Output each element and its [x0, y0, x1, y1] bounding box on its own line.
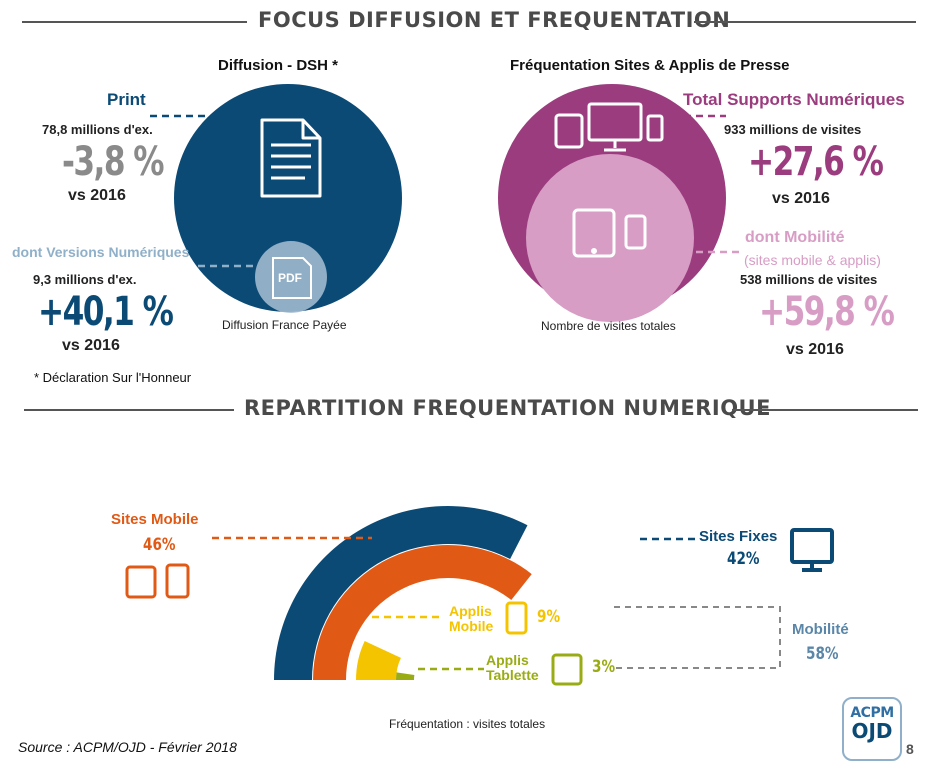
sites-mobile-value: 46%	[143, 535, 176, 555]
sites-fixes-label: Sites Fixes	[699, 528, 778, 545]
print-volume: 78,8 millions d'ex.	[42, 122, 153, 137]
desktop-monitor-icon	[587, 102, 643, 152]
arc-sites-fixes	[274, 506, 528, 680]
tablet-icon	[554, 113, 584, 149]
applis-tablette-label: Applis Tablette	[486, 652, 539, 683]
total-change: +27,6 %	[748, 139, 884, 185]
sites-mobile-label: Sites Mobile	[111, 511, 199, 528]
mobilite-vs: vs 2016	[786, 341, 844, 358]
diffusion-title: Diffusion - DSH *	[218, 57, 338, 74]
footnote: * Déclaration Sur l'Honneur	[34, 370, 192, 385]
frequentation-circle-caption: Nombre de visites totales	[541, 319, 676, 333]
source-note: Source : ACPM/OJD - Février 2018	[18, 739, 237, 755]
section1-title: FOCUS DIFFUSION ET FREQUENTATION	[258, 8, 731, 32]
desktop-monitor-icon	[790, 528, 834, 572]
mobilite-circle	[526, 154, 694, 322]
print-label: Print	[107, 90, 146, 109]
print-change: -3,8 %	[62, 139, 165, 185]
section2-rule-right	[732, 409, 918, 411]
mobilite-group-label: Mobilité	[792, 621, 849, 638]
logo-line2: OJD	[851, 719, 893, 743]
numerique-vs: vs 2016	[62, 337, 120, 354]
page-number: 8	[906, 741, 914, 757]
chart-caption: Fréquentation : visites totales	[389, 717, 546, 731]
sites-fixes-value: 42%	[727, 549, 760, 569]
smartphone-icon	[505, 601, 528, 635]
total-volume: 933 millions de visites	[724, 122, 862, 137]
mobilite-group-value: 58%	[806, 644, 839, 664]
mobilite-sublabel: (sites mobile & applis)	[744, 252, 881, 268]
tablet-icon	[125, 565, 157, 599]
applis-tablette-value: 3%	[592, 657, 616, 677]
smartphone-icon	[624, 214, 647, 250]
total-label: Total Supports Numériques	[683, 90, 905, 109]
section1-rule-right	[694, 21, 916, 23]
mobilite-label: dont Mobilité	[745, 229, 845, 246]
mobilite-bracket	[612, 606, 781, 669]
smartphone-icon	[646, 114, 664, 142]
acpm-ojd-logo: ACPM OJD	[842, 697, 902, 761]
diffusion-circle-caption: Diffusion France Payée	[222, 318, 347, 332]
tablet-icon	[572, 208, 616, 258]
section2-rule-left	[24, 409, 234, 411]
section1-rule-left	[22, 21, 247, 23]
tablet-icon	[551, 653, 583, 686]
pdf-label: PDF	[278, 271, 302, 285]
smartphone-icon	[165, 563, 190, 599]
mobilite-volume: 538 millions de visites	[740, 272, 878, 287]
total-vs: vs 2016	[772, 190, 830, 207]
print-vs: vs 2016	[68, 187, 126, 204]
mobilite-change: +59,8 %	[759, 289, 895, 335]
numerique-change: +40,1 %	[38, 289, 174, 335]
arc-applis-mobile	[356, 640, 401, 680]
arc-applis-tablette	[396, 672, 415, 680]
arc-sites-mobile	[313, 544, 532, 680]
applis-mobile-value: 9%	[537, 607, 561, 627]
numerique-label: dont Versions Numériques	[12, 244, 190, 260]
pdf-icon	[272, 257, 312, 299]
logo-line1: ACPM	[850, 705, 894, 721]
numerique-volume: 9,3 millions d'ex.	[33, 272, 137, 287]
frequentation-title: Fréquentation Sites & Applis de Presse	[510, 57, 790, 74]
diffusion-circle	[174, 84, 402, 312]
applis-mobile-label: Applis Mobile	[449, 603, 494, 634]
section2-title: REPARTITION FREQUENTATION NUMERIQUE	[244, 396, 771, 420]
document-icon	[260, 118, 322, 198]
